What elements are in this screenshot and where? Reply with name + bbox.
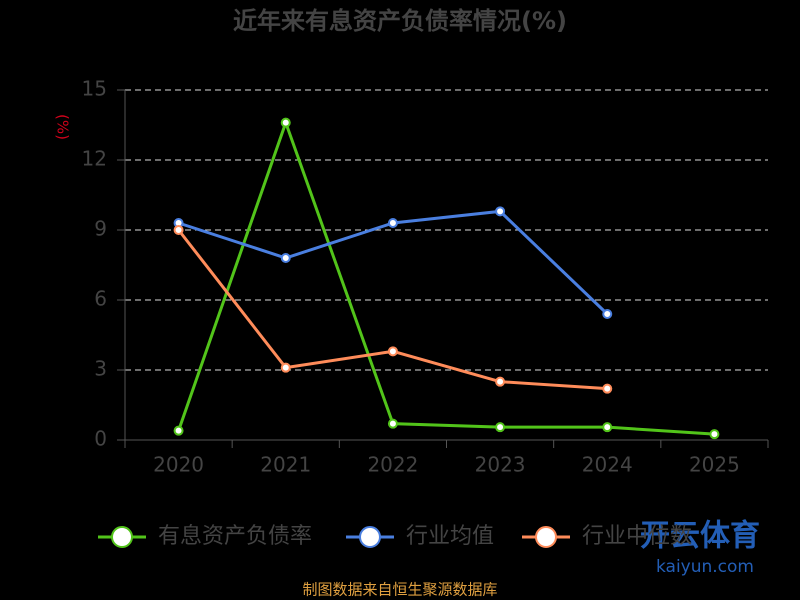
data-point: [280, 117, 291, 128]
x-tick-label: 2022: [367, 453, 418, 477]
watermark-site: kaiyun.com: [656, 557, 754, 577]
y-tick-label: 6: [94, 287, 107, 311]
data-point: [280, 253, 291, 263]
legend-marker: [111, 526, 133, 548]
data-point: [173, 225, 184, 235]
legend-label: 行业均值: [406, 524, 494, 549]
x-tick-label: 2023: [475, 453, 526, 477]
watermark-brand: 开云体育: [640, 519, 760, 554]
data-point: [387, 218, 398, 228]
y-tick-label: 12: [82, 147, 107, 171]
x-tick-label: 2020: [153, 453, 204, 477]
y-tick-label: 3: [94, 357, 107, 381]
data-point: [387, 346, 398, 357]
series-line: [177, 118, 715, 436]
legend-marker: [535, 526, 557, 548]
x-tick-label: 2025: [689, 453, 740, 477]
data-point: [280, 362, 291, 373]
legend-label: 行业中位数: [582, 524, 692, 549]
data-point: [602, 383, 613, 394]
data-point: [602, 422, 613, 433]
y-tick-label: 0: [94, 427, 107, 451]
y-tick-label: 15: [82, 77, 107, 101]
x-tick-label: 2021: [260, 453, 311, 477]
source-note: 制图数据来自恒生聚源数据库: [302, 581, 497, 599]
data-point: [495, 206, 506, 217]
data-point: [495, 376, 506, 387]
data-point: [173, 425, 184, 436]
data-point: [709, 429, 720, 440]
chart-title: 近年来有息资产负债率情况(%): [233, 7, 567, 35]
legend-label: 有息资产负债率: [158, 524, 312, 549]
legend-marker: [359, 526, 381, 548]
x-tick-label: 2024: [582, 453, 633, 477]
y-axis-label: (%): [54, 114, 72, 140]
data-point: [602, 309, 613, 319]
data-point: [495, 422, 506, 433]
data-point: [387, 418, 398, 429]
y-tick-label: 9: [94, 217, 107, 241]
